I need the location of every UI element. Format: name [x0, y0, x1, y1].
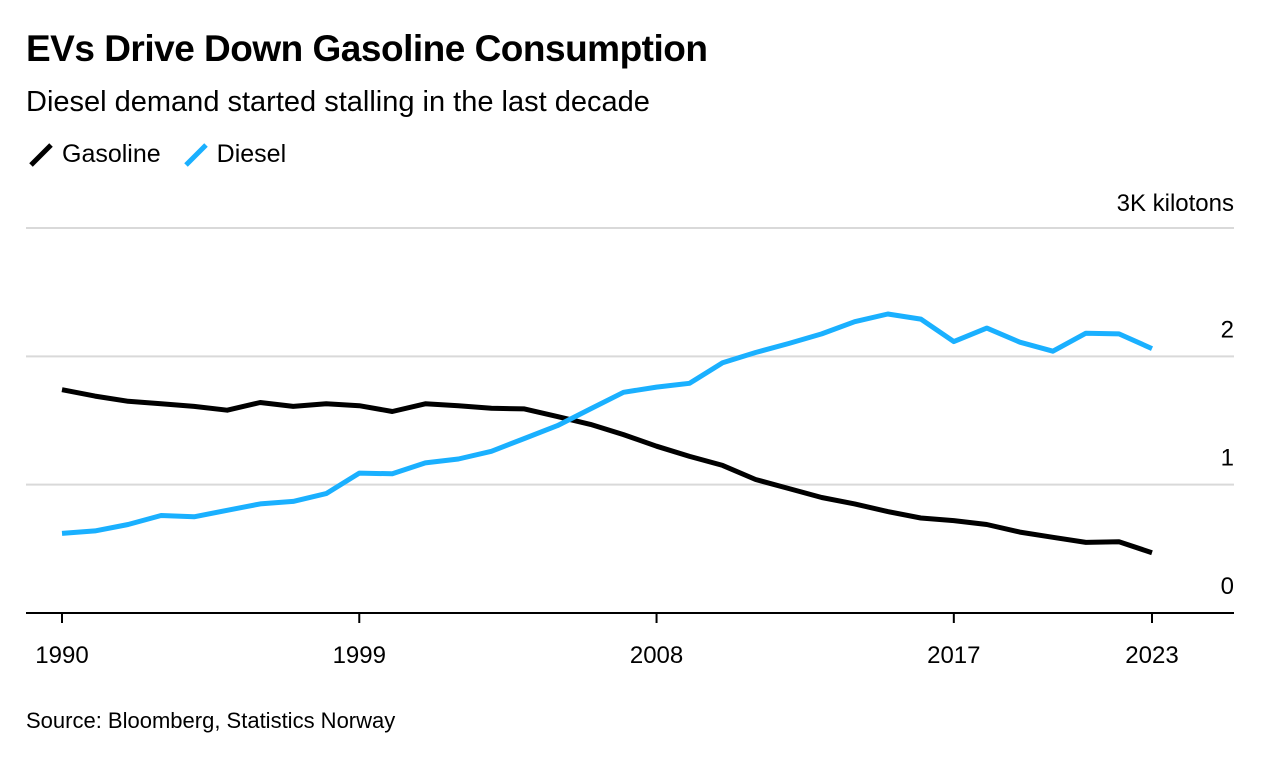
chart-title: EVs Drive Down Gasoline Consumption [26, 28, 708, 69]
y-tick-label-0: 0 [1221, 573, 1234, 600]
legend-item-diesel[interactable]: Diesel [183, 140, 286, 169]
line-chart: 0 1 2 3K kilotons 1990 1999 2008 2017 2023 [26, 190, 1234, 669]
series-line-gasoline[interactable] [61, 387, 1153, 556]
series-line-diesel[interactable] [61, 311, 1154, 536]
legend-item-gasoline[interactable]: Gasoline [28, 140, 161, 169]
y-tick-label-1000: 1 [1221, 445, 1234, 472]
y-tick-label-2000: 2 [1221, 316, 1234, 343]
series-lines [61, 311, 1154, 556]
source-note: Source: Bloomberg, Statistics Norway [26, 708, 396, 733]
gasoline-swatch-icon [29, 142, 53, 167]
legend-label-diesel: Diesel [216, 140, 287, 168]
y-axis-labels: 0 1 2 3K kilotons [1117, 190, 1234, 600]
x-tick-label-2023: 2023 [1125, 642, 1178, 669]
chart-subtitle: Diesel demand started stalling in the la… [26, 86, 650, 118]
x-tick-label-2017: 2017 [927, 642, 980, 669]
x-tick-label-1990: 1990 [35, 642, 88, 669]
x-tick-label-2008: 2008 [630, 642, 683, 669]
x-axis-ticks: 1990 1999 2008 2017 2023 [35, 613, 1179, 669]
x-tick-label-1999: 1999 [333, 642, 386, 669]
legend: Gasoline Diesel [28, 140, 308, 169]
diesel-swatch-icon [183, 142, 208, 167]
y-tick-label-3000: 3K kilotons [1117, 190, 1234, 217]
gridlines [26, 227, 1234, 486]
legend-label-gasoline: Gasoline [62, 140, 161, 168]
